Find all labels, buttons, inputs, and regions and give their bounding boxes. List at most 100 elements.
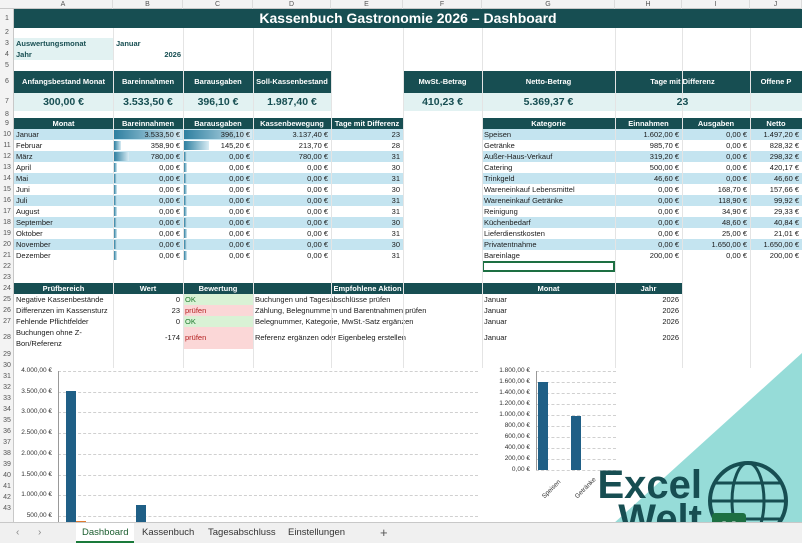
category-expense-cell: 118,90 € <box>718 196 747 205</box>
row-header-3[interactable]: 3 <box>5 40 9 47</box>
row-header-29[interactable]: 29 <box>3 351 11 358</box>
row-header-38[interactable]: 38 <box>3 450 11 457</box>
row-header-25[interactable]: 25 <box>3 296 11 303</box>
row-header-42[interactable]: 42 <box>3 494 11 501</box>
tab-kassenbuch[interactable]: Kassenbuch <box>142 527 195 538</box>
column-header-b[interactable]: B <box>113 0 183 9</box>
y-tick-label: 500,00 € <box>26 512 52 519</box>
category-expense-cell: 1.650,00 € <box>711 240 747 249</box>
table-row[interactable] <box>14 173 403 184</box>
row-header-36[interactable]: 36 <box>3 428 11 435</box>
table-row[interactable] <box>482 217 802 228</box>
month-param-value[interactable]: Januar <box>116 39 141 48</box>
monthly-chart-panel[interactable]: 4.000,00 € 3.500,00 € 3.000,00 € 2.500,00 €… <box>14 367 482 522</box>
monthly-bar-chart[interactable]: 4.000,00 € 3.500,00 € 3.000,00 € 2.500,00 €… <box>14 367 482 522</box>
row-header-17[interactable]: 17 <box>3 208 11 215</box>
table-row[interactable] <box>482 195 802 206</box>
month-cell: Mai <box>16 174 29 183</box>
add-sheet-button[interactable]: + <box>380 525 388 540</box>
row-header-20[interactable]: 20 <box>3 241 11 248</box>
table-row[interactable] <box>14 195 403 206</box>
column-header-f[interactable]: F <box>403 0 482 9</box>
row-header-26[interactable]: 26 <box>3 307 11 314</box>
row-header-37[interactable]: 37 <box>3 439 11 446</box>
chart-bar-märz[interactable] <box>136 504 146 522</box>
row-header-4[interactable]: 4 <box>5 51 9 58</box>
row-header-12[interactable]: 12 <box>3 153 11 160</box>
row-header-16[interactable]: 16 <box>3 197 11 204</box>
row-header-8[interactable]: 8 <box>5 111 9 118</box>
income-databar <box>114 196 117 205</box>
chart-bar-januar[interactable] <box>76 520 86 522</box>
row-header-10[interactable]: 10 <box>3 131 11 138</box>
row-header-7[interactable]: 7 <box>5 98 9 105</box>
tab-scroll-right-icon[interactable]: › <box>38 527 42 538</box>
category-cell: Wareneinkauf Getränke <box>484 196 563 205</box>
kpi-label: Barausgaben <box>183 71 253 93</box>
row-header-1[interactable]: 1 <box>5 15 9 22</box>
tab-tagesabschluss[interactable]: Tagesabschluss <box>208 527 276 538</box>
row-header-41[interactable]: 41 <box>3 483 11 490</box>
row-header-33[interactable]: 33 <box>3 395 11 402</box>
tab-einstellungen[interactable]: Einstellungen <box>288 527 346 538</box>
chart-bar-speisen[interactable] <box>538 382 548 470</box>
diff-days-cell: 31 <box>391 152 400 161</box>
grid-line <box>58 453 478 455</box>
kpi-label: Soll-Kassenbestand <box>253 71 331 93</box>
tab-scroll-left-icon[interactable]: ‹ <box>16 527 20 538</box>
row-header-43[interactable]: 43 <box>3 505 11 512</box>
row-header-39[interactable]: 39 <box>3 461 11 468</box>
row-header-22[interactable]: 22 <box>3 263 11 270</box>
row-header-14[interactable]: 14 <box>3 175 11 182</box>
tab-dashboard[interactable]: Dashboard <box>76 523 135 543</box>
row-header-5[interactable]: 5 <box>5 62 9 69</box>
row-header-24[interactable]: 24 <box>3 285 11 292</box>
row-header-11[interactable]: 11 <box>3 142 11 149</box>
row-header-23[interactable]: 23 <box>3 274 11 281</box>
table-row[interactable] <box>482 239 802 250</box>
month-table-header: Kassenbewegung <box>253 118 331 129</box>
chart-bar-januar[interactable] <box>66 390 76 522</box>
check-value-cell: -174 <box>164 333 180 342</box>
table-row[interactable] <box>482 173 802 184</box>
column-header-g[interactable]: G <box>482 0 615 9</box>
column-header-h[interactable]: H <box>615 0 682 9</box>
kpi-value: 300,00 € <box>14 93 113 111</box>
check-year-cell: 2026 <box>662 317 679 326</box>
table-row[interactable] <box>482 151 802 162</box>
column-header-i[interactable]: I <box>682 0 750 9</box>
row-header-2[interactable]: 2 <box>5 29 9 36</box>
column-header-c[interactable]: C <box>183 0 253 9</box>
row-header-18[interactable]: 18 <box>3 219 11 226</box>
row-header-34[interactable]: 34 <box>3 406 11 413</box>
column-header-a[interactable]: A <box>14 0 113 9</box>
logo-graphic: Excel Welt X <box>592 353 802 543</box>
row-header-40[interactable]: 40 <box>3 472 11 479</box>
active-cell-selection[interactable] <box>482 261 615 272</box>
table-row[interactable] <box>14 217 403 228</box>
row-header-35[interactable]: 35 <box>3 417 11 424</box>
row-header-21[interactable]: 21 <box>3 252 11 259</box>
row-header-13[interactable]: 13 <box>3 164 11 171</box>
table-row[interactable] <box>14 151 403 162</box>
row-header-15[interactable]: 15 <box>3 186 11 193</box>
year-param-value[interactable]: 2026 <box>164 50 181 59</box>
table-row[interactable] <box>482 129 802 140</box>
row-header-9[interactable]: 9 <box>5 120 9 127</box>
row-header-28[interactable]: 28 <box>3 334 11 341</box>
column-header-j[interactable]: J <box>750 0 802 9</box>
table-row[interactable] <box>14 239 403 250</box>
row-header-32[interactable]: 32 <box>3 384 11 391</box>
movement-cell: 0,00 € <box>307 251 328 260</box>
row-header-31[interactable]: 31 <box>3 373 11 380</box>
column-header-e[interactable]: E <box>331 0 403 9</box>
row-header-6[interactable]: 6 <box>5 78 9 85</box>
row-header-30[interactable]: 30 <box>3 362 11 369</box>
diff-days-cell: 31 <box>391 174 400 183</box>
row-header-19[interactable]: 19 <box>3 230 11 237</box>
chart-bar-getränke[interactable] <box>571 416 581 470</box>
row-header-27[interactable]: 27 <box>3 318 11 325</box>
column-header-d[interactable]: D <box>253 0 331 9</box>
income-databar <box>114 141 121 150</box>
category-table-header: Einnahmen <box>615 118 682 129</box>
